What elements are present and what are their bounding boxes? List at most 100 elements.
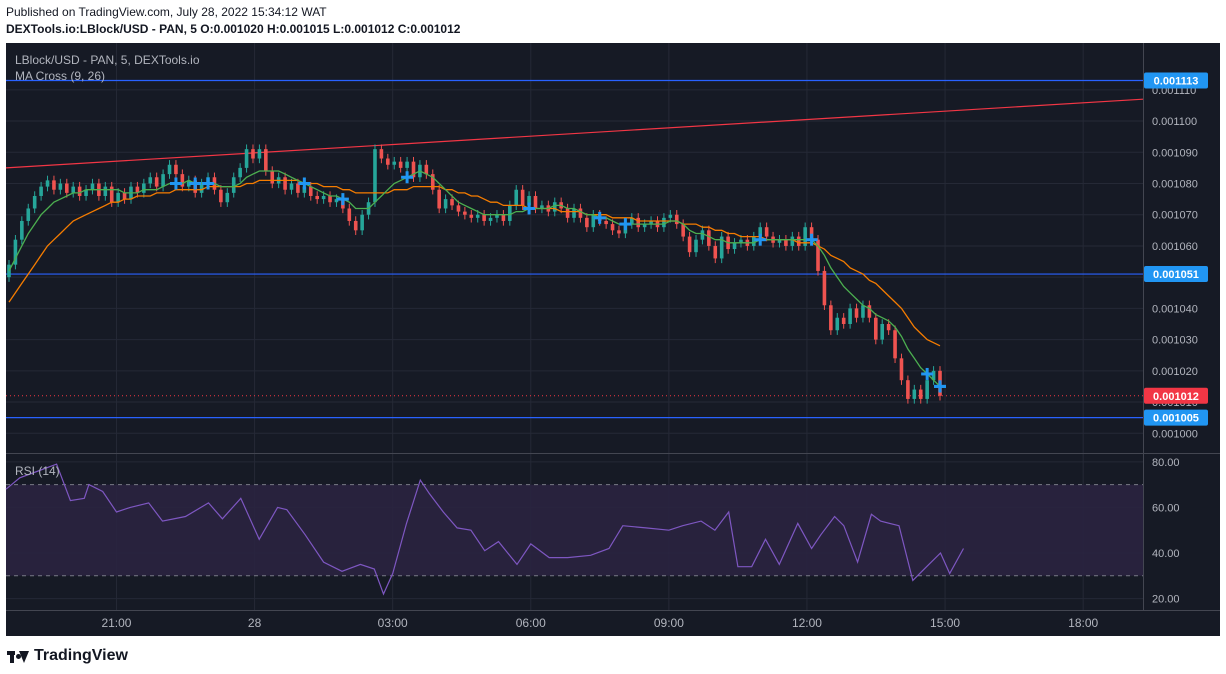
- rsi-axis-label: 80.00: [1152, 457, 1180, 469]
- candle-body: [610, 224, 615, 231]
- candle-body: [32, 195, 37, 209]
- last-price-tag-text: 0.001012: [1153, 391, 1199, 403]
- ma-cross-marker-horizontal: [754, 238, 767, 242]
- candle-body: [270, 171, 275, 184]
- candle-body: [662, 217, 666, 228]
- rsi-band-fill: [6, 484, 1143, 576]
- candle-body: [174, 164, 178, 175]
- rsi-axis-label: 60.00: [1152, 502, 1180, 514]
- candle-body: [469, 214, 474, 218]
- candle-body: [450, 199, 454, 206]
- ma-cross-marker-horizontal: [336, 197, 349, 201]
- candle-body: [116, 192, 120, 203]
- candle-body: [713, 245, 718, 259]
- candle-body: [809, 227, 814, 240]
- candle-body: [790, 236, 795, 246]
- time-axis-background: [6, 610, 1220, 636]
- candle-body: [405, 161, 409, 168]
- ma-cross-marker: [523, 202, 536, 215]
- candle-body: [533, 195, 538, 209]
- candle-body: [251, 149, 255, 159]
- candle-body: [873, 317, 878, 340]
- ma-cross-marker: [169, 177, 182, 190]
- candle-body: [238, 167, 242, 178]
- candle-body: [822, 270, 827, 306]
- candle-body: [186, 180, 191, 187]
- candle-body: [565, 208, 570, 218]
- candle-body: [7, 264, 11, 278]
- candle-body: [437, 189, 441, 209]
- price-axis-label: 0.001070: [1152, 210, 1198, 222]
- ma-cross-marker-horizontal: [934, 384, 946, 388]
- candle-body: [456, 205, 461, 212]
- candle-body: [758, 227, 763, 237]
- candle-body: [353, 220, 358, 231]
- ma-cross-marker: [336, 193, 349, 206]
- candle-body: [520, 189, 525, 206]
- candle-body: [777, 239, 782, 243]
- candle-body: [591, 214, 596, 228]
- price-axis-label: 0.001090: [1152, 147, 1198, 159]
- footer-brand: TradingView: [34, 647, 128, 664]
- candle-body: [373, 149, 377, 203]
- level-price-tag-bg: [1144, 72, 1208, 89]
- level-price-tag: 0.001051: [1144, 266, 1208, 283]
- level-price-tag: 0.001005: [1144, 409, 1208, 426]
- rsi-axis-label: 40.00: [1152, 548, 1180, 560]
- candle-body: [430, 174, 435, 190]
- candle-body: [398, 161, 403, 168]
- candle-body: [148, 177, 153, 184]
- footer: TradingView: [7, 645, 128, 667]
- trendline: [5, 98, 1144, 169]
- published-caption: Published on TradingView.com, July 28, 2…: [6, 5, 327, 19]
- candle-body: [347, 208, 352, 221]
- candle-body: [630, 217, 634, 225]
- candle-body: [71, 186, 76, 193]
- time-axis-label: 09:00: [654, 616, 684, 630]
- candle-body: [829, 305, 833, 331]
- candle-body: [636, 217, 641, 228]
- candle-body: [264, 149, 268, 172]
- candle-body: [308, 186, 313, 196]
- candle-body: [77, 186, 82, 196]
- ma-cross-marker: [619, 218, 632, 231]
- time-axis-label: 15:00: [930, 616, 960, 630]
- candle-body: [225, 192, 230, 203]
- candle-body: [886, 323, 891, 331]
- candle-body: [719, 236, 724, 259]
- candle-body: [739, 239, 743, 243]
- candle-body: [315, 195, 319, 200]
- candle-body: [694, 239, 698, 253]
- candle-body: [585, 217, 589, 228]
- candle-body: [379, 149, 384, 159]
- ma-cross-marker-horizontal: [593, 216, 606, 220]
- rsi-legend-entry: RSI (14): [15, 464, 60, 478]
- level-price-tag-bg: [1144, 409, 1208, 426]
- candle-body: [880, 323, 885, 340]
- ma-cross-marker-horizontal: [619, 222, 632, 226]
- candle-body: [488, 217, 493, 221]
- candle-body: [289, 183, 294, 190]
- level-price-tag-text: 0.001051: [1153, 269, 1199, 281]
- ma-cross-marker-horizontal: [523, 206, 536, 210]
- candle-body: [161, 174, 165, 187]
- candle-body: [199, 183, 204, 193]
- ma-cross-marker: [189, 177, 202, 190]
- candle-body: [848, 308, 852, 324]
- candle-body: [784, 239, 788, 246]
- level-price-tag: 0.001113: [1144, 72, 1208, 89]
- candle-body: [135, 186, 140, 193]
- candle-body: [475, 214, 480, 218]
- symbol-name: DEXTools.io:LBlock/USD - PAN, 5: [6, 22, 197, 36]
- candle-body: [527, 195, 531, 206]
- level-price-tag-text: 0.001005: [1153, 413, 1199, 425]
- candle-body: [617, 230, 621, 234]
- tradingview-logo-icon: [7, 649, 29, 663]
- candle-body: [495, 214, 499, 218]
- time-axis-label: 21:00: [101, 616, 131, 630]
- ma-cross-marker: [202, 177, 215, 190]
- candle-body: [687, 236, 692, 253]
- candle-body: [803, 227, 807, 246]
- candle-body: [302, 186, 307, 193]
- ma-cross-marker: [401, 171, 414, 184]
